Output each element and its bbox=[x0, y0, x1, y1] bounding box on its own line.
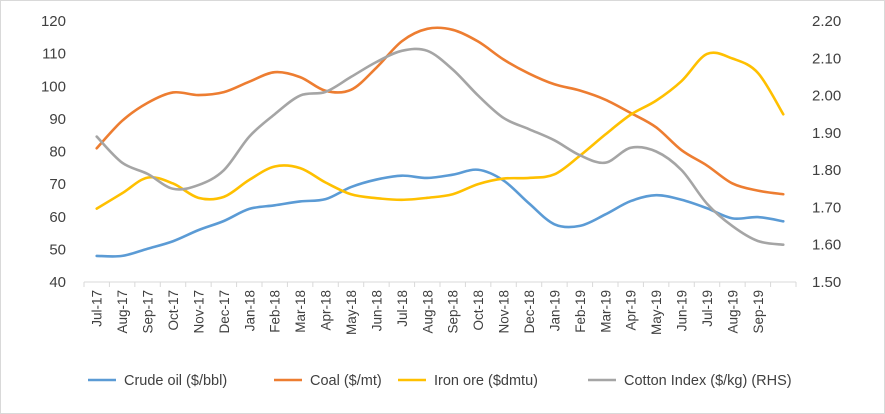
x-tick-label: Jan-19 bbox=[547, 290, 562, 331]
legend-label-crude-oil-bbl: Crude oil ($/bbl) bbox=[124, 373, 227, 389]
x-tick-label: Aug-19 bbox=[725, 290, 740, 334]
x-tick-label: May-19 bbox=[649, 290, 664, 335]
right-y-tick-label: 2.20 bbox=[812, 13, 841, 30]
x-tick-label: Jan-18 bbox=[242, 290, 257, 331]
x-tick-label: Sep-19 bbox=[751, 290, 766, 334]
right-y-tick-label: 1.50 bbox=[812, 274, 841, 291]
left-y-tick-label: 60 bbox=[49, 209, 66, 226]
x-tick-label: Sep-18 bbox=[446, 290, 461, 334]
right-y-axis: 1.50 1.60 1.70 1.80 1.90 2.00 2.10 2.20 bbox=[812, 13, 841, 291]
legend-label-cotton-index-kg-rhs: Cotton Index ($/kg) (RHS) bbox=[624, 373, 792, 389]
x-tick-label: Feb-19 bbox=[573, 290, 588, 333]
series-line-iron-ore-dmtu bbox=[95, 51, 785, 210]
x-tick-label: Jul-18 bbox=[395, 290, 410, 327]
x-tick-label: May-18 bbox=[344, 290, 359, 335]
left-y-tick-label: 120 bbox=[41, 13, 66, 30]
left-y-tick-label: 100 bbox=[41, 78, 66, 95]
x-tick-label: Aug-18 bbox=[420, 290, 435, 334]
left-y-axis: 40 50 60 70 80 90 100 110 120 bbox=[41, 13, 66, 291]
right-y-tick-label: 1.70 bbox=[812, 199, 841, 216]
legend-label-iron-ore-dmtu: Iron ore ($dmtu) bbox=[434, 373, 538, 389]
left-y-tick-label: 70 bbox=[49, 176, 66, 193]
x-tick-label: Jun-18 bbox=[369, 290, 384, 331]
x-tick-label: Mar-19 bbox=[598, 290, 613, 333]
x-tick-label: Jul-19 bbox=[700, 290, 715, 327]
left-y-tick-label: 40 bbox=[49, 274, 66, 291]
x-tick-label: Jul-17 bbox=[90, 290, 105, 327]
series-line-coal-mt bbox=[95, 26, 785, 196]
left-y-tick-label: 110 bbox=[42, 46, 66, 63]
x-tick-label: Sep-17 bbox=[141, 290, 156, 334]
legend: Crude oil ($/bbl) Coal ($/mt) Iron ore ($d… bbox=[88, 373, 792, 389]
x-tick-label: Nov-17 bbox=[191, 290, 206, 334]
series-line-cotton-index-kg-rhs bbox=[95, 47, 785, 247]
x-tick-label: Mar-18 bbox=[293, 290, 308, 333]
x-tick-label: Dec-18 bbox=[522, 290, 537, 334]
right-y-tick-label: 2.00 bbox=[812, 88, 841, 105]
series-line-crude-oil-bbl bbox=[95, 168, 785, 258]
x-tick-label: Dec-17 bbox=[217, 290, 232, 334]
x-tick-label: Apr-19 bbox=[624, 290, 639, 331]
left-y-tick-label: 90 bbox=[49, 111, 66, 128]
x-tick-label: Oct-18 bbox=[471, 290, 486, 331]
x-tick-label: Aug-17 bbox=[115, 290, 130, 334]
x-tick-label: Apr-18 bbox=[319, 290, 334, 331]
x-tick-label: Nov-18 bbox=[497, 290, 512, 334]
right-y-tick-label: 1.90 bbox=[812, 125, 841, 142]
right-y-tick-label: 1.80 bbox=[812, 162, 841, 179]
x-axis: Jul-17 Aug-17 Sep-17 Oct-17 Nov-17 Dec-17 Jan-… bbox=[83, 282, 797, 335]
right-y-tick-label: 1.60 bbox=[812, 237, 841, 254]
legend-label-coal-mt: Coal ($/mt) bbox=[310, 373, 382, 389]
x-tick-label: Jun-19 bbox=[675, 290, 690, 331]
left-y-tick-label: 50 bbox=[49, 241, 66, 258]
series-lines bbox=[95, 26, 785, 258]
x-tick-label: Oct-17 bbox=[166, 290, 181, 331]
left-y-tick-label: 80 bbox=[49, 144, 66, 161]
x-tick-label: Feb-18 bbox=[268, 290, 283, 333]
right-y-tick-label: 2.10 bbox=[812, 50, 841, 67]
